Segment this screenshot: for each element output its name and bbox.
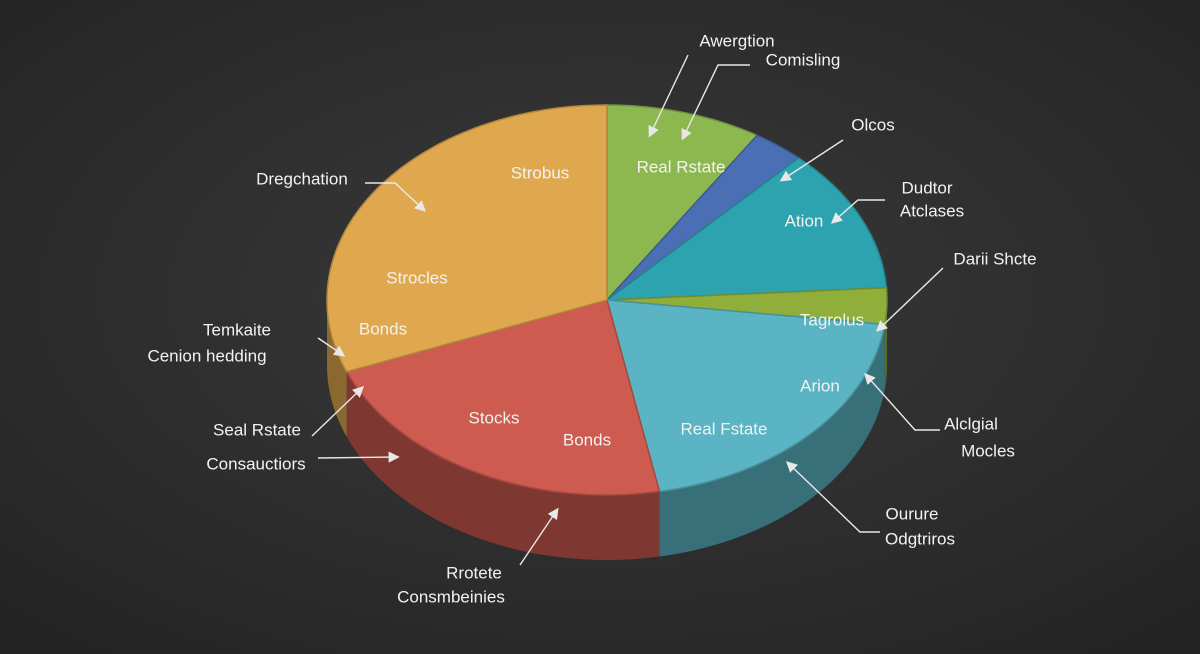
slice-label: Strobus: [511, 163, 570, 182]
slice: [604, 156, 888, 301]
callout-arrow: [317, 337, 346, 357]
callout-label: Dregchation: [256, 169, 348, 188]
slice-label: Bonds: [563, 430, 611, 449]
callout-arrow: [785, 461, 880, 533]
slice: [605, 299, 886, 493]
slice: [345, 299, 661, 496]
callout-arrow: [648, 54, 689, 138]
callout-label: Consmbeinies: [397, 587, 505, 606]
slice-label: Stocks: [468, 408, 519, 427]
callout-label: Comisling: [766, 50, 841, 69]
callout-arrow: [830, 199, 885, 224]
slice-side: [659, 324, 885, 557]
callout-label: Odgtriros: [885, 529, 955, 548]
callout-arrow: [875, 267, 944, 332]
slice: [606, 104, 759, 302]
callout-label: Temkaite: [203, 320, 271, 339]
callout-label: Atclases: [900, 201, 964, 220]
slice-label: Tagrolus: [800, 310, 864, 329]
callout-label: Dudtor: [901, 178, 952, 197]
slice-label: Strocles: [386, 268, 447, 287]
callout-arrow: [519, 507, 559, 566]
slice-label: Bonds: [359, 319, 407, 338]
callout-arrow: [681, 64, 750, 141]
callout-arrow: [365, 182, 427, 212]
callout-label: Darii Shcte: [953, 249, 1036, 268]
slice-label: Real Rstate: [637, 157, 726, 176]
callout-label: Mocles: [961, 441, 1015, 460]
slice-label: Arion: [800, 376, 840, 395]
callout-label: Seal Rstate: [213, 420, 301, 439]
slice-side: [327, 300, 347, 437]
slice: [326, 104, 608, 373]
callout-label: Awergtion: [699, 31, 774, 50]
callout-label: Alclgial: [944, 414, 998, 433]
callout-label: Olcos: [851, 115, 894, 134]
callout-label: Cenion hedding: [147, 346, 266, 365]
callout-label: Rrotete: [446, 563, 502, 582]
callout-arrow: [779, 139, 844, 182]
callout-arrow: [864, 372, 940, 431]
callout-arrow: [317, 451, 400, 463]
callout-label: Ourure: [886, 504, 939, 523]
callout-label: Consauctiors: [206, 454, 305, 473]
slice-label: Real Fstate: [681, 419, 768, 438]
slice-side: [346, 371, 660, 560]
callout-arrow: [311, 386, 365, 437]
slice-label: Ation: [785, 211, 824, 230]
